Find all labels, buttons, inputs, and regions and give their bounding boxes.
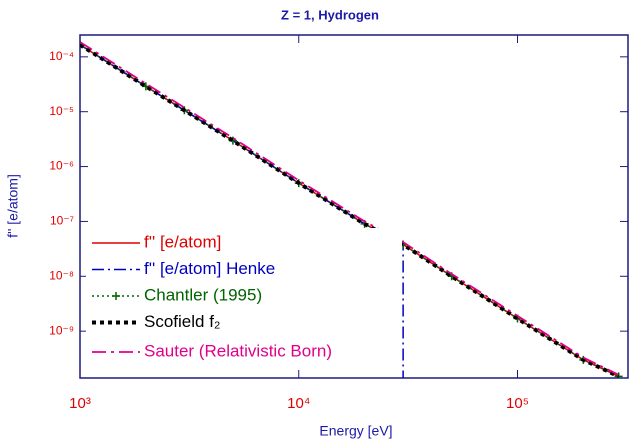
legend-label: Chantler (1995) xyxy=(144,285,262,304)
plot-area xyxy=(80,40,623,378)
x-tick-label: 10³ xyxy=(69,395,91,412)
legend-box xyxy=(86,228,402,368)
series-line xyxy=(80,41,620,376)
y-axis-label: f'' [e/atom] xyxy=(5,174,21,238)
legend-label: Sauter (Relativistic Born) xyxy=(144,341,332,360)
x-tick-label: 10⁴ xyxy=(287,395,310,412)
chart-title: Z = 1, Hydrogen xyxy=(281,7,379,22)
y-tick-label: 10⁻⁴ xyxy=(49,49,74,63)
x-tick-label: 10⁵ xyxy=(506,395,529,412)
plot-frame xyxy=(79,34,629,379)
legend-label: f'' [e/atom] xyxy=(144,232,221,251)
y-tick-label: 10⁻⁸ xyxy=(49,268,74,282)
series-line xyxy=(80,43,620,378)
x-axis-label: Energy [eV] xyxy=(319,423,392,439)
legend-label: f'' [e/atom] Henke xyxy=(144,259,275,278)
y-tick-label: 10⁻⁹ xyxy=(49,323,74,337)
y-tick-label: 10⁻⁵ xyxy=(49,104,74,118)
y-tick-label: 10⁻⁶ xyxy=(49,159,74,173)
legend-label: Scofield f₂ xyxy=(144,312,221,331)
legend-marker xyxy=(112,292,120,300)
y-tick-label: 10⁻⁷ xyxy=(50,214,74,228)
